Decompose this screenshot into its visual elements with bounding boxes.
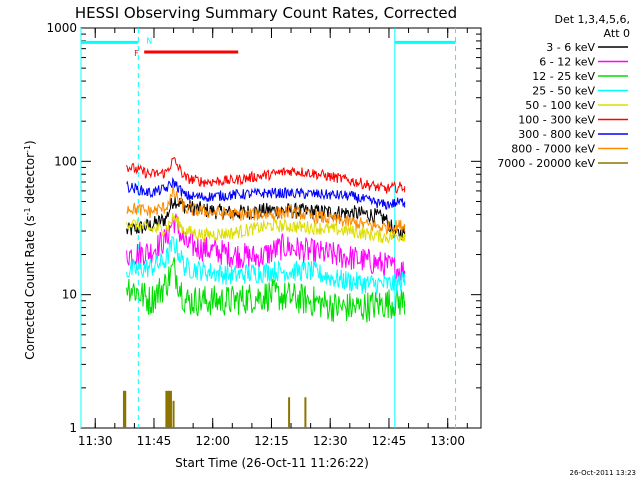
legend-label: 7000 - 20000 keV [497, 157, 595, 170]
legend: Det 1,3,4,5,6, Att 0 3 - 6 keV 6 - 12 keV… [497, 13, 630, 170]
x-tick-label: 12:45 [372, 434, 407, 448]
series-line-2 [126, 257, 406, 323]
chart-title: HESSI Observing Summary Count Rates, Cor… [75, 4, 457, 22]
series-line-6 [126, 176, 405, 210]
legend-label: 100 - 300 keV [518, 114, 595, 127]
x-tick-label: 13:00 [430, 434, 465, 448]
legend-label: 6 - 12 keV [539, 56, 595, 69]
night-flag-label: N [146, 36, 152, 45]
x-tick-label: 12:30 [313, 434, 348, 448]
x-tick-label: 11:30 [78, 434, 113, 448]
footer-timestamp: 26-Oct-2011 13:23 [570, 469, 636, 477]
series-line-0 [126, 197, 406, 241]
series-line-4 [126, 212, 406, 244]
x-tick-label: 11:45 [137, 434, 172, 448]
x-axis-label: Start Time (26-Oct-11 11:26:22) [175, 456, 369, 470]
legend-label: 25 - 50 keV [532, 85, 595, 98]
legend-label: 300 - 800 keV [518, 128, 595, 141]
y-axis-label: Corrected Count Rate (s-1 detector-1) [23, 140, 37, 359]
legend-label: 12 - 25 keV [532, 70, 595, 83]
series-line-3 [126, 236, 406, 295]
series-line-7 [126, 187, 406, 236]
y-tick-label: 1 [69, 421, 77, 435]
y-tick-label: 100 [54, 154, 77, 168]
legend-header-line-2: Att 0 [604, 27, 630, 40]
x-tick-label: 12:00 [195, 434, 230, 448]
series-line-5 [126, 156, 405, 194]
legend-label: 3 - 6 keV [546, 41, 595, 54]
legend-header-line-1: Det 1,3,4,5,6, [554, 13, 630, 26]
x-tick-label: 12:15 [254, 434, 289, 448]
legend-label: 50 - 100 keV [525, 99, 595, 112]
y-tick-label: 1000 [46, 21, 77, 35]
flare-flag-label: F [134, 49, 139, 58]
plot-area: 1 10 100 1000 11:30 11:45 12:00 12:15 12:30 12:45… [46, 21, 482, 448]
y-tick-label: 10 [62, 288, 77, 302]
legend-label: 800 - 7000 keV [511, 143, 595, 156]
